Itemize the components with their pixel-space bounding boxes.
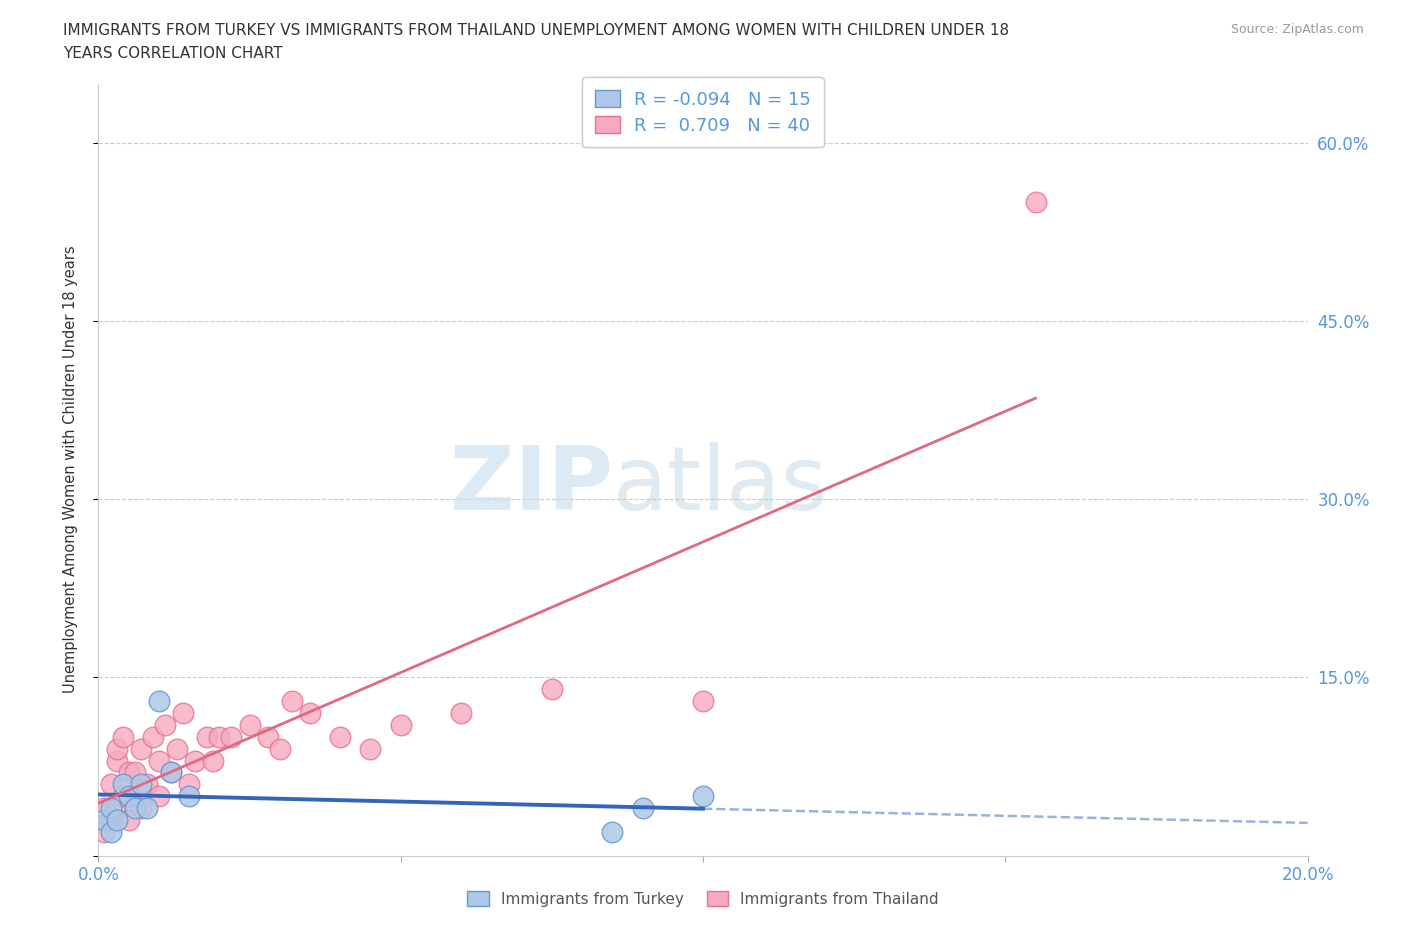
Y-axis label: Unemployment Among Women with Children Under 18 years: Unemployment Among Women with Children U…: [63, 246, 77, 694]
Point: [124, 765, 146, 780]
Point: [389, 718, 412, 733]
Point: [135, 777, 157, 791]
Point: [602, 824, 624, 839]
Point: [100, 777, 122, 791]
Text: YEARS CORRELATION CHART: YEARS CORRELATION CHART: [63, 46, 283, 61]
Point: [208, 729, 231, 744]
Point: [202, 753, 225, 768]
Point: [100, 813, 122, 828]
Point: [269, 741, 291, 756]
Point: [111, 777, 134, 791]
Point: [239, 718, 262, 733]
Text: Source: ZipAtlas.com: Source: ZipAtlas.com: [1230, 23, 1364, 36]
Point: [105, 801, 128, 816]
Point: [195, 729, 218, 744]
Point: [118, 813, 141, 828]
Point: [1024, 195, 1046, 210]
Point: [329, 729, 352, 744]
Point: [148, 789, 170, 804]
Point: [160, 765, 183, 780]
Point: [93, 824, 115, 839]
Point: [100, 824, 122, 839]
Point: [142, 729, 165, 744]
Point: [111, 789, 134, 804]
Text: atlas: atlas: [613, 442, 828, 528]
Point: [100, 801, 122, 816]
Point: [179, 777, 201, 791]
Point: [281, 694, 304, 709]
Legend: R = -0.094   N = 15, R =  0.709   N = 40: R = -0.094 N = 15, R = 0.709 N = 40: [582, 77, 824, 147]
Point: [111, 729, 134, 744]
Text: IMMIGRANTS FROM TURKEY VS IMMIGRANTS FROM THAILAND UNEMPLOYMENT AMONG WOMEN WITH: IMMIGRANTS FROM TURKEY VS IMMIGRANTS FRO…: [63, 23, 1010, 38]
Point: [153, 718, 176, 733]
Point: [148, 694, 170, 709]
Point: [179, 789, 201, 804]
Point: [105, 753, 128, 768]
Point: [692, 694, 714, 709]
Point: [172, 706, 194, 721]
Point: [105, 741, 128, 756]
Point: [166, 741, 188, 756]
Point: [93, 813, 115, 828]
Point: [450, 706, 472, 721]
Point: [221, 729, 243, 744]
Point: [160, 765, 183, 780]
Point: [129, 777, 152, 791]
Text: ZIP: ZIP: [450, 442, 613, 528]
Point: [692, 789, 714, 804]
Point: [135, 801, 157, 816]
Point: [129, 741, 152, 756]
Point: [540, 682, 562, 697]
Point: [129, 801, 152, 816]
Point: [124, 801, 146, 816]
Point: [118, 789, 141, 804]
Point: [105, 813, 128, 828]
Point: [118, 765, 141, 780]
Point: [256, 729, 278, 744]
Point: [631, 801, 654, 816]
Point: [148, 753, 170, 768]
Point: [93, 801, 115, 816]
Point: [360, 741, 382, 756]
Point: [184, 753, 207, 768]
Point: [299, 706, 322, 721]
Legend: Immigrants from Turkey, Immigrants from Thailand: Immigrants from Turkey, Immigrants from …: [461, 885, 945, 913]
